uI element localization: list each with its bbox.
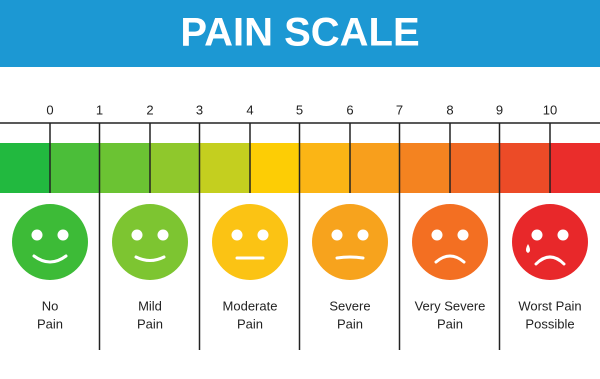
face <box>312 204 388 280</box>
color-segment <box>450 143 500 193</box>
color-segment <box>250 143 300 193</box>
tick-label: 7 <box>396 102 403 117</box>
ticks: 0 1 2 3 4 5 6 7 8 9 10 <box>46 102 557 350</box>
mouth <box>534 255 566 266</box>
face-label: Pain <box>437 316 463 331</box>
mouth <box>32 254 68 264</box>
face-label: Possible <box>525 316 574 331</box>
color-segment <box>550 143 600 193</box>
color-segment <box>50 143 100 193</box>
face <box>412 204 488 280</box>
color-segment <box>350 143 400 193</box>
face <box>12 204 88 280</box>
face-label: Worst Pain <box>518 298 581 313</box>
color-segment <box>100 143 150 193</box>
eye <box>331 229 343 241</box>
face-label: Moderate <box>223 298 278 313</box>
eye <box>431 229 443 241</box>
face <box>212 204 288 280</box>
face-label: Mild <box>138 298 162 313</box>
mouth <box>434 254 466 264</box>
color-segment <box>200 143 250 193</box>
color-segment <box>0 143 50 193</box>
face-label: Pain <box>237 316 263 331</box>
face-label: Pain <box>137 316 163 331</box>
mouth <box>134 255 166 262</box>
tick-label: 9 <box>496 102 503 117</box>
face-circle <box>512 204 588 280</box>
eye <box>457 229 469 241</box>
tear <box>526 244 530 253</box>
tick-label: 6 <box>346 102 353 117</box>
face-circle <box>112 204 188 280</box>
eye <box>231 229 243 241</box>
color-segment <box>150 143 200 193</box>
title: PAIN SCALE <box>180 11 419 55</box>
face-label: Pain <box>337 316 363 331</box>
face-circle <box>212 204 288 280</box>
color-bar <box>0 143 600 193</box>
eye <box>531 229 543 241</box>
faces: No Pain Mild Pain Moderate Pain Severe Pain Very… <box>12 204 588 331</box>
face-label: No <box>42 298 59 313</box>
tick-label: 3 <box>196 102 203 117</box>
color-segment <box>500 143 550 193</box>
eye <box>57 229 69 241</box>
eye <box>31 229 43 241</box>
face <box>112 204 188 280</box>
face-label: Severe <box>329 298 370 313</box>
tick-label: 1 <box>96 102 103 117</box>
header-band <box>0 0 600 67</box>
mouth <box>335 255 365 260</box>
face-circle <box>312 204 388 280</box>
color-segment <box>400 143 450 193</box>
color-segment <box>300 143 350 193</box>
eye <box>131 229 143 241</box>
face-circle <box>12 204 88 280</box>
eye <box>357 229 369 241</box>
tick-label: 5 <box>296 102 303 117</box>
tick-label: 10 <box>543 102 557 117</box>
face-circle <box>412 204 488 280</box>
face <box>512 204 588 280</box>
eye <box>157 229 169 241</box>
eye <box>257 229 269 241</box>
tick-label: 2 <box>146 102 153 117</box>
face-label: Very Severe <box>415 298 486 313</box>
tick-label: 4 <box>246 102 253 117</box>
tick-label: 0 <box>46 102 53 117</box>
face-label: Pain <box>37 316 63 331</box>
tick-label: 8 <box>446 102 453 117</box>
eye <box>557 229 569 241</box>
